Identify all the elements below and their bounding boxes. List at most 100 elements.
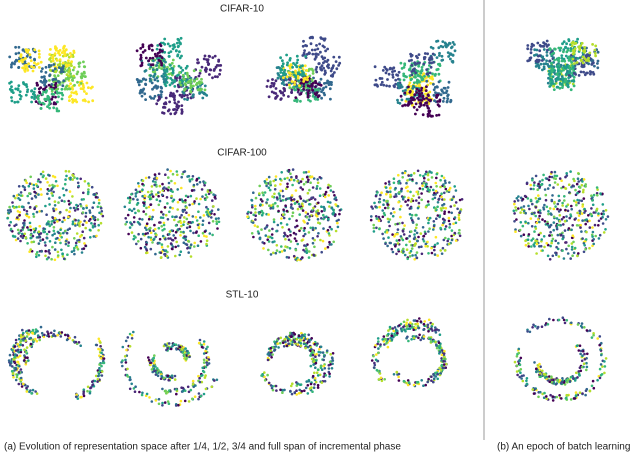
embedding-point <box>322 86 325 90</box>
embedding-point <box>100 351 103 355</box>
embedding-point <box>285 53 288 57</box>
embedding-point <box>514 206 517 209</box>
embedding-point <box>391 214 395 218</box>
embedding-point <box>158 43 162 46</box>
embedding-point <box>25 55 29 58</box>
embedding-point <box>72 49 76 53</box>
embedding-point <box>266 358 270 362</box>
embedding-point <box>435 172 439 176</box>
embedding-point <box>450 229 454 232</box>
embedding-point <box>320 250 324 254</box>
embedding-point <box>426 200 430 203</box>
embedding-point <box>217 217 220 220</box>
embedding-point <box>458 210 462 213</box>
embedding-point <box>336 205 340 208</box>
embedding-point <box>407 174 411 177</box>
embedding-point <box>420 86 424 90</box>
embedding-point <box>428 61 431 65</box>
embedding-point <box>140 393 144 397</box>
embedding-point <box>64 229 67 233</box>
embedding-point <box>177 220 180 224</box>
embedding-point <box>59 210 62 214</box>
embedding-point <box>323 193 327 196</box>
embedding-point <box>156 44 160 47</box>
embedding-point <box>424 244 428 248</box>
embedding-point <box>289 63 293 66</box>
embedding-point <box>154 84 158 88</box>
embedding-point <box>564 73 568 76</box>
embedding-point <box>61 84 65 88</box>
embedding-point <box>179 36 183 40</box>
embedding-point <box>167 181 171 185</box>
embedding-point <box>85 206 88 210</box>
embedding-point <box>201 96 205 100</box>
embedding-point <box>37 100 41 103</box>
embedding-point <box>369 218 373 222</box>
embedding-point <box>382 199 386 202</box>
embedding-point <box>149 226 152 230</box>
embedding-point <box>19 348 23 352</box>
embedding-point <box>295 61 299 65</box>
embedding-point <box>38 224 41 228</box>
embedding-point <box>204 374 207 377</box>
embedding-point <box>54 95 57 99</box>
embedding-point <box>30 65 33 68</box>
embedding-point <box>547 210 550 213</box>
embedding-point <box>178 216 182 219</box>
embedding-point <box>274 97 277 100</box>
embedding-point <box>69 82 72 85</box>
embedding-point <box>405 243 408 247</box>
embedding-point <box>311 353 315 357</box>
embedding-point <box>38 90 41 94</box>
embedding-point <box>578 199 581 202</box>
embedding-point <box>89 86 93 90</box>
embedding-point <box>522 209 526 213</box>
embedding-point <box>272 346 275 350</box>
embedding-point <box>526 238 530 241</box>
embedding-point <box>177 244 180 248</box>
embedding-point <box>427 218 431 222</box>
embedding-point <box>422 97 426 101</box>
embedding-point <box>315 210 318 213</box>
embedding-point <box>444 187 448 191</box>
embedding-point <box>253 224 257 227</box>
embedding-point <box>299 186 303 189</box>
embedding-point <box>304 346 307 350</box>
embedding-point <box>21 226 25 229</box>
embedding-point <box>541 249 544 252</box>
embedding-point <box>420 245 423 248</box>
embedding-point <box>334 60 338 63</box>
embedding-point <box>8 224 11 227</box>
embedding-point <box>10 63 13 67</box>
embedding-point <box>145 243 148 246</box>
embedding-point <box>417 83 421 87</box>
embedding-point <box>385 68 389 72</box>
embedding-point <box>545 54 549 57</box>
embedding-point <box>278 197 282 200</box>
embedding-point <box>74 340 78 344</box>
embedding-point <box>175 388 178 391</box>
embedding-point <box>292 198 296 201</box>
embedding-point <box>428 71 432 75</box>
embedding-point <box>415 190 419 194</box>
embedding-point <box>421 113 425 117</box>
embedding-point <box>326 186 330 189</box>
embedding-point <box>273 188 277 191</box>
embedding-point <box>67 215 70 219</box>
embedding-point <box>574 41 578 45</box>
embedding-point <box>99 341 102 344</box>
embedding-point <box>574 193 578 197</box>
embedding-point <box>314 355 317 359</box>
embedding-point <box>79 177 82 181</box>
embedding-point <box>549 48 552 51</box>
embedding-point <box>546 177 549 181</box>
embedding-point <box>178 253 181 257</box>
embedding-point <box>587 56 590 60</box>
embedding-point <box>299 344 303 348</box>
embedding-point <box>44 71 48 74</box>
embedding-point <box>294 225 297 229</box>
embedding-point <box>57 50 60 53</box>
embedding-point <box>132 387 136 390</box>
embedding-point <box>256 230 260 233</box>
embedding-point <box>573 179 576 183</box>
